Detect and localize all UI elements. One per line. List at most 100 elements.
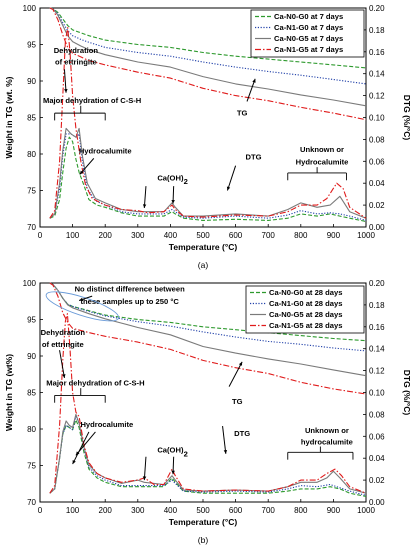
annotation-arrowhead: [62, 374, 66, 378]
annotation-arrowhead: [64, 89, 68, 93]
x-tick-label: 800: [294, 231, 308, 240]
figure-caption: (a): [198, 260, 209, 270]
legend-label: Ca-N1-G0 at 7 days: [274, 23, 343, 32]
y-axis-title: Weight in TG (wt. %): [4, 76, 14, 158]
y2-tick-label: 0.12: [369, 367, 385, 376]
y-tick-label: 70: [27, 498, 36, 507]
x-tick-label: 1000: [357, 506, 375, 515]
annotation-text: these samples up to 250 °C: [80, 297, 179, 306]
x-tick-label: 0: [38, 231, 43, 240]
annotation-arrow: [222, 426, 227, 454]
y2-tick-label: 0.00: [369, 498, 385, 507]
y-tick-label: 95: [27, 41, 36, 50]
x-tick-label: 600: [229, 506, 243, 515]
annotation-arrowhead: [226, 186, 231, 191]
legend-label: Ca-N0-G5 at 28 days: [269, 310, 342, 319]
x-tick-label: 700: [262, 506, 276, 515]
x-tick-label: 500: [196, 231, 210, 240]
x-tick-label: 300: [131, 506, 145, 515]
y2-tick-label: 0.18: [369, 26, 385, 35]
annotation-arrow: [246, 78, 256, 102]
annotation-text: Hydrocalumite: [296, 158, 349, 167]
x-tick-label: 900: [327, 506, 341, 515]
dtg-curve-series-2: [49, 416, 367, 496]
x-tick-label: 500: [196, 506, 210, 515]
annotation-arrow: [226, 165, 237, 191]
annotation-arrow: [143, 186, 147, 209]
annotation-arrowhead: [238, 361, 243, 366]
x-tick-label: 800: [294, 506, 308, 515]
y2-tick-label: 0.18: [369, 301, 385, 310]
annotation-arrowhead: [142, 476, 147, 481]
chart-panel-b: 0 100 200 300 400 500 600 700 800 900 1000 70 75 80 85…: [4, 279, 412, 545]
y2-tick-label: 0.06: [369, 432, 385, 441]
y2-tick-label: 0.02: [369, 201, 385, 210]
annotation-arrowhead: [79, 297, 84, 301]
annotation-text: TG: [237, 109, 248, 118]
y2-tick-label: 0.14: [369, 345, 385, 354]
x-tick-label: 200: [99, 506, 113, 515]
overlap-highlight-ellipse: [45, 291, 120, 322]
annotation-text: No distinct difference between: [75, 284, 185, 293]
annotation-text: Dehydration: [41, 328, 86, 337]
y-tick-label: 100: [23, 279, 37, 288]
annotation-arrowhead: [223, 450, 228, 454]
annotation-text: Ca(OH): [157, 174, 184, 183]
annotation-text: Major dehydration of C-S-H: [46, 379, 144, 388]
figure-caption: (b): [198, 535, 209, 545]
dtg-curve-series-2: [49, 133, 367, 221]
tg-curve-series-3: [49, 282, 367, 377]
annotation-text: Ca(OH): [157, 446, 184, 455]
annotation-text: of ettringite: [42, 340, 84, 349]
y-axis-title: Weight in TG (wt%): [4, 354, 14, 431]
annotation-text: 2: [184, 177, 188, 186]
annotation-arrowhead: [252, 78, 256, 83]
annotation-text: DTG: [246, 152, 262, 161]
y-tick-label: 85: [27, 389, 36, 398]
annotation-arrow: [143, 456, 147, 481]
y2-tick-label: 0.04: [369, 179, 385, 188]
y2-tick-label: 0.14: [369, 70, 385, 79]
x-tick-label: 200: [99, 231, 113, 240]
annotation-arrowhead: [171, 200, 175, 204]
y2-axis-title: DTG (%/°C): [402, 95, 412, 141]
legend-label: Ca-N0-G5 at 7 days: [274, 34, 343, 43]
annotation-text: DTG: [234, 429, 250, 438]
dtg-curve-series-3: [49, 127, 367, 219]
annotation-arrowhead: [72, 460, 76, 464]
y2-tick-label: 0.02: [369, 476, 385, 485]
x-tick-label: 700: [262, 231, 276, 240]
tg-curve-series-3: [49, 7, 367, 107]
x-axis-title: Temperature (°C): [169, 517, 238, 527]
y-tick-label: 95: [27, 316, 36, 325]
y-tick-label: 80: [27, 150, 36, 159]
annotation-text: TG: [232, 397, 243, 406]
annotation-text: 2: [184, 449, 188, 458]
annotation-arrowhead: [142, 204, 147, 208]
y2-tick-label: 0.08: [369, 410, 385, 419]
tg-curve-series-1: [49, 7, 367, 69]
y-tick-label: 75: [27, 462, 36, 471]
y-tick-label: 80: [27, 425, 36, 434]
y-tick-label: 85: [27, 114, 36, 123]
x-tick-label: 100: [66, 231, 80, 240]
dtg-curve-series-1: [49, 136, 367, 223]
y2-tick-label: 0.00: [369, 223, 385, 232]
annotation-text: Dehydration: [54, 46, 99, 55]
x-tick-label: 300: [131, 231, 145, 240]
y-tick-label: 100: [23, 4, 37, 13]
x-tick-label: 900: [327, 231, 341, 240]
annotation-arrowhead: [171, 470, 175, 475]
annotation-arrowhead: [79, 170, 84, 175]
y2-axis-title: DTG (%/°C): [402, 370, 412, 416]
y2-tick-label: 0.10: [369, 389, 385, 398]
annotation-text: of ettringite: [55, 58, 97, 67]
legend-label: Ca-N1-G5 at 28 days: [269, 321, 342, 330]
annotation-text: Hydrocalumite: [80, 420, 133, 429]
legend-label: Ca-N1-G0 at 28 days: [269, 299, 342, 308]
y-tick-label: 90: [27, 352, 36, 361]
tg-curve-series-1: [49, 282, 367, 342]
annotation-text: Unknown or: [305, 426, 349, 435]
y2-tick-label: 0.10: [369, 114, 385, 123]
